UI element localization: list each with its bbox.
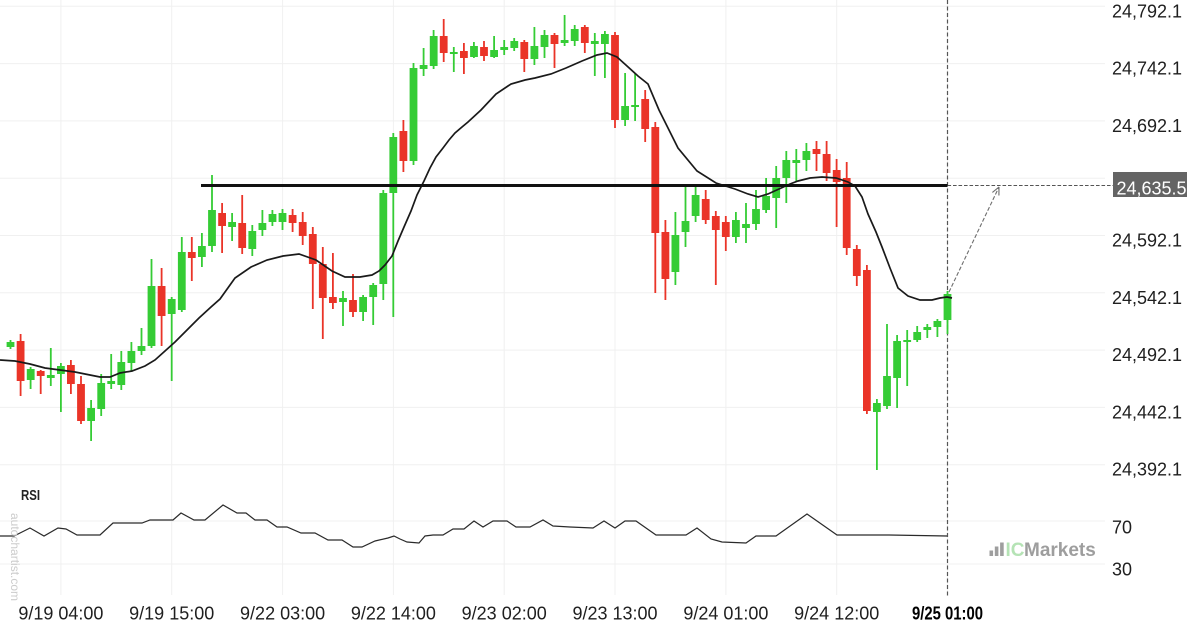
svg-text:30: 30 bbox=[1112, 559, 1132, 579]
svg-text:autochartist.com: autochartist.com bbox=[8, 513, 22, 601]
svg-text:24,792.1: 24,792.1 bbox=[1112, 1, 1182, 21]
svg-text:Markets: Markets bbox=[1024, 540, 1096, 561]
svg-text:24,592.1: 24,592.1 bbox=[1112, 231, 1182, 251]
svg-text:9/24 01:00: 9/24 01:00 bbox=[683, 604, 768, 624]
svg-text:24,442.1: 24,442.1 bbox=[1112, 402, 1182, 422]
svg-text:9/23 02:00: 9/23 02:00 bbox=[462, 604, 547, 624]
svg-text:24,742.1: 24,742.1 bbox=[1112, 59, 1182, 79]
svg-text:RSI: RSI bbox=[21, 488, 40, 504]
svg-text:24,492.1: 24,492.1 bbox=[1112, 345, 1182, 365]
svg-text:9/19 04:00: 9/19 04:00 bbox=[18, 604, 103, 624]
svg-text:24,692.1: 24,692.1 bbox=[1112, 116, 1182, 136]
svg-text:24,542.1: 24,542.1 bbox=[1112, 288, 1182, 308]
svg-text:9/22 03:00: 9/22 03:00 bbox=[240, 604, 325, 624]
svg-text:70: 70 bbox=[1112, 517, 1132, 537]
svg-text:24,635.5: 24,635.5 bbox=[1117, 179, 1187, 199]
svg-text:9/24 12:00: 9/24 12:00 bbox=[794, 604, 879, 624]
svg-text:IC: IC bbox=[1006, 540, 1025, 561]
svg-text:9/22 14:00: 9/22 14:00 bbox=[351, 604, 436, 624]
svg-text:9/19 15:00: 9/19 15:00 bbox=[129, 604, 214, 624]
svg-text:9/25 01:00: 9/25 01:00 bbox=[912, 604, 983, 624]
svg-text:9/23 13:00: 9/23 13:00 bbox=[572, 604, 657, 624]
svg-text:24,392.1: 24,392.1 bbox=[1112, 460, 1182, 480]
